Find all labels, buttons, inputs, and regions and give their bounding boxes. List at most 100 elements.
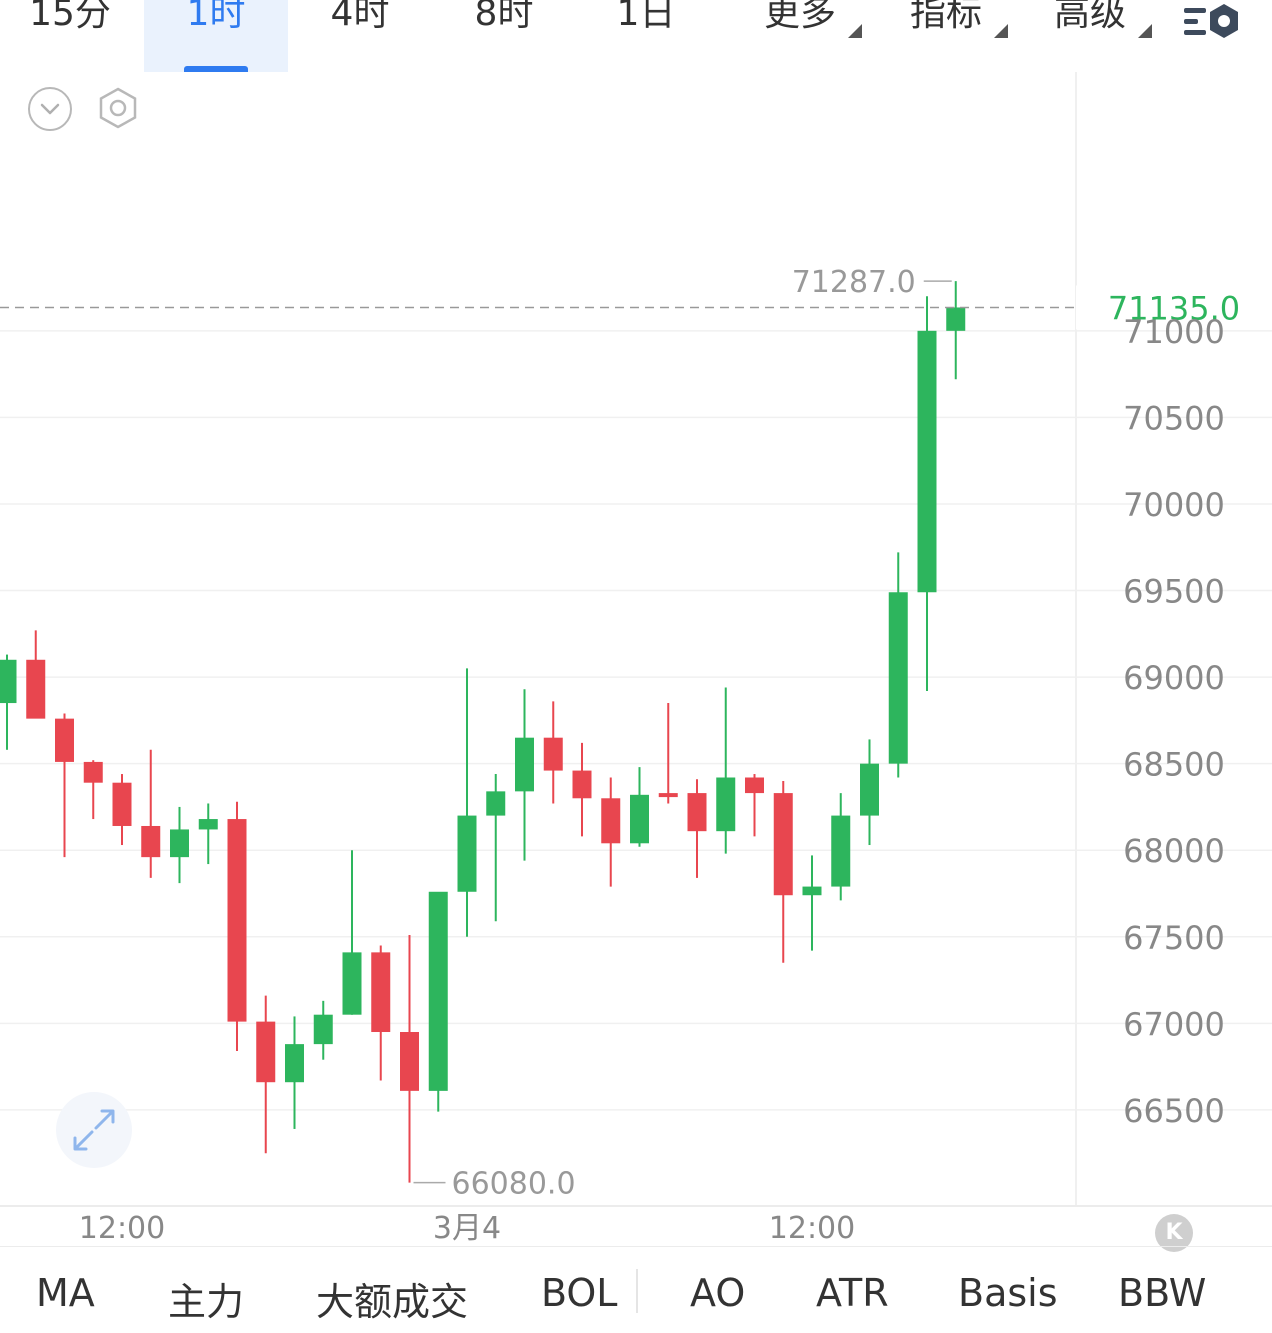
candle-down [658, 703, 678, 804]
candle-up [802, 855, 822, 951]
settings-button[interactable] [96, 86, 140, 130]
candle-up [831, 793, 851, 901]
x-tick-label: 12:00 [79, 1211, 165, 1246]
candle-body [428, 891, 448, 1091]
k-logo-icon: K [1155, 1214, 1193, 1252]
candle-body [687, 793, 707, 832]
candle-up [342, 850, 362, 1015]
tab-label: 1时 [186, 0, 246, 34]
candlestick-chart[interactable]: 71135.0 71287.0 66080.0 66500 67000 67500 680… [0, 72, 1272, 1246]
candle-down [55, 713, 74, 858]
candle-down [745, 774, 764, 837]
indicator-main-force[interactable]: 主力 [168, 1280, 245, 1324]
y-tick-label: 68500 [1123, 746, 1225, 784]
y-tick-label: 70500 [1123, 399, 1225, 437]
indicator-ma[interactable]: MA [36, 1271, 95, 1315]
candle-body [313, 1014, 333, 1045]
candle-down [227, 801, 247, 1052]
candle-body [773, 793, 793, 896]
candle-body [658, 793, 678, 798]
dropdown-triangle-icon [994, 24, 1008, 38]
candle-body [831, 815, 851, 887]
indicator-divider [636, 1269, 638, 1313]
tab-1h[interactable]: 1时 [144, 0, 288, 72]
candle-down [572, 742, 592, 837]
candle-up [457, 668, 477, 937]
indicator-atr[interactable]: ATR [816, 1271, 889, 1315]
y-tick-label: 70000 [1123, 486, 1225, 524]
low-marker-label: 66080.0 [452, 1167, 576, 1202]
tab-more-dropdown[interactable]: 更多 [740, 0, 862, 72]
candle-up [198, 803, 218, 865]
chart-settings-icon[interactable] [1182, 2, 1244, 42]
y-tick-label: 68000 [1123, 832, 1225, 870]
tab-label: 4时 [330, 0, 390, 34]
indicator-bol[interactable]: BOL [541, 1271, 618, 1315]
y-tick-label: 67000 [1123, 1005, 1225, 1043]
y-tick-label: 67500 [1123, 919, 1225, 957]
candle-up [946, 281, 966, 380]
candle-body [860, 763, 879, 816]
candle-body [745, 777, 764, 794]
candle-down [601, 777, 621, 887]
indicator-ao[interactable]: AO [690, 1271, 746, 1315]
tab-label: 15分 [29, 0, 111, 34]
candle-down [112, 774, 132, 846]
candle-body [543, 737, 563, 771]
candle-body [572, 770, 592, 799]
candle-up [860, 739, 879, 846]
x-tick-label: 3月4 [433, 1211, 501, 1246]
fullscreen-button[interactable] [56, 1092, 132, 1168]
candle-body [285, 1044, 304, 1083]
tab-15m[interactable]: 15分 [20, 0, 120, 72]
tab-advanced-dropdown[interactable]: 高级 [1030, 0, 1152, 72]
tab-indicators-dropdown[interactable]: 指标 [886, 0, 1008, 72]
tab-4h[interactable]: 4时 [310, 0, 410, 72]
y-tick-label: 69500 [1123, 573, 1225, 611]
candle-body [0, 659, 17, 704]
candle-body [170, 829, 189, 858]
indicator-basis[interactable]: Basis [958, 1271, 1058, 1315]
collapse-button[interactable] [28, 87, 72, 131]
tab-label: 1日 [616, 0, 676, 34]
y-tick-label: 66500 [1123, 1092, 1225, 1130]
candle-up [313, 1000, 333, 1060]
tab-1d[interactable]: 1日 [596, 0, 696, 72]
candle-up [428, 891, 448, 1112]
x-tick-label: 12:00 [769, 1211, 855, 1246]
indicator-large-trades[interactable]: 大额成交 [316, 1280, 469, 1324]
candle-body [802, 886, 822, 896]
candle-body [26, 659, 46, 719]
candle-up [630, 767, 649, 847]
candle-body [486, 791, 506, 816]
candle-body [888, 592, 908, 764]
chevron-down-icon [40, 103, 60, 115]
candle-up [888, 552, 908, 778]
candle-up [170, 806, 189, 884]
tab-label: 8时 [474, 0, 534, 34]
last-price-label: 71135.0 [1108, 289, 1240, 327]
candle-body [630, 794, 649, 844]
candle-up [0, 654, 17, 750]
y-tick-label: 71000 [1123, 313, 1225, 351]
candle-down [400, 935, 419, 1183]
tab-label: 更多 [763, 0, 836, 34]
candle-up [486, 774, 506, 922]
candle-body [141, 825, 161, 858]
candle-up [285, 1016, 304, 1129]
indicator-bbw[interactable]: BBW [1118, 1271, 1207, 1315]
candle-down [141, 749, 161, 878]
candle-body [515, 737, 534, 792]
candle-body [371, 952, 391, 1033]
candle-body [198, 819, 218, 830]
candle-body [457, 815, 477, 892]
dropdown-triangle-icon [848, 24, 862, 38]
hexagon-settings-icon [99, 87, 137, 129]
candle-body [55, 718, 74, 762]
candle-down [256, 995, 276, 1154]
candle-down [26, 630, 46, 719]
candle-body [716, 777, 736, 832]
tab-8h[interactable]: 8时 [454, 0, 554, 72]
candle-body [400, 1032, 419, 1091]
y-tick-label: 69000 [1123, 659, 1225, 697]
